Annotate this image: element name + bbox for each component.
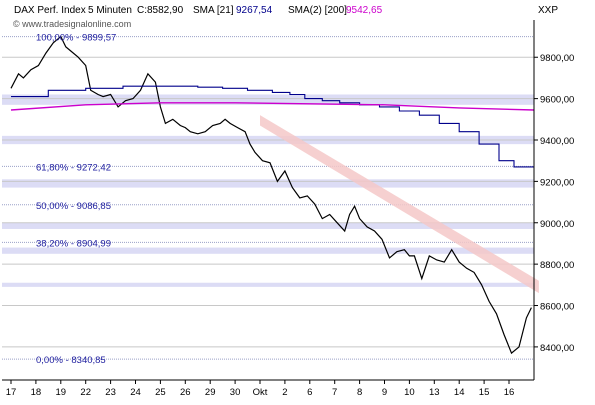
- x-tick-label-18: 14: [454, 387, 465, 398]
- support-band-5: [2, 282, 534, 287]
- close-label: C:8582,90: [137, 5, 184, 16]
- x-tick-label-7: 26: [180, 387, 191, 398]
- x-tick-label-16: 10: [404, 387, 415, 398]
- sma2-value: 9542,65: [346, 5, 383, 16]
- x-tick-label-6: 25: [155, 387, 166, 398]
- right-label: XXP: [538, 5, 558, 16]
- fibonacci-labels: 100,00% - 9899,57 61,80% - 9272,42 50,00% …: [36, 33, 116, 366]
- x-tick-label-13: 7: [332, 387, 337, 398]
- x-tick-label-1: 18: [31, 387, 42, 398]
- x-tick-label-20: 16: [504, 387, 515, 398]
- fib-label-1: 61,80% - 9272,42: [36, 162, 111, 173]
- x-tick-label-5: 24: [130, 387, 141, 398]
- sma2-label: SMA(2) [200]: [288, 5, 347, 16]
- y-tick-label-5: 9400,00: [540, 136, 574, 147]
- y-tick-label-1: 8600,00: [540, 302, 574, 313]
- fib-label-3: 38,20% - 8904,99: [36, 238, 111, 249]
- x-tick-label-12: 6: [307, 387, 312, 398]
- support-band-2: [2, 179, 534, 188]
- y-tick-label-0: 8400,00: [540, 343, 574, 354]
- sma1-value: 9267,54: [236, 5, 273, 16]
- axes: 8400,00 8600,00 8800,00 9000,00 9200,00 9400,…: [2, 20, 574, 398]
- trend-channel: [260, 115, 539, 294]
- x-tick-label-17: 13: [429, 387, 440, 398]
- interval-label: 5 Minuten: [88, 5, 132, 16]
- x-tick-label-2: 19: [56, 387, 67, 398]
- series-line-2: [10, 102, 534, 111]
- y-tick-label-7: 9800,00: [540, 53, 574, 64]
- support-band-0: [2, 94, 534, 105]
- support-band-4: [2, 247, 534, 254]
- grid: [2, 36, 534, 360]
- y-tick-label-4: 9200,00: [540, 177, 574, 188]
- x-tick-label-11: 2: [282, 387, 287, 398]
- x-tick-label-15: 9: [382, 387, 387, 398]
- x-tick-label-19: 15: [479, 387, 490, 398]
- fib-label-2: 50,00% - 9086,85: [36, 201, 111, 212]
- x-tick-label-3: 22: [80, 387, 91, 398]
- x-tick-label-4: 23: [105, 387, 116, 398]
- fib-label-0: 100,00% - 9899,57: [36, 33, 116, 44]
- y-tick-label-3: 9000,00: [540, 219, 574, 230]
- trend-channel-band: [260, 115, 539, 294]
- y-tick-label-6: 9600,00: [540, 95, 574, 106]
- sma1-label: SMA [21]: [193, 5, 234, 16]
- x-tick-label-9: 30: [230, 387, 241, 398]
- fib-label-4: 0,00% - 8340,85: [36, 355, 106, 366]
- watermark: © www.tradesignalonline.com: [13, 19, 131, 29]
- y-tick-label-2: 8800,00: [540, 260, 574, 271]
- x-tick-label-8: 29: [205, 387, 216, 398]
- x-tick-label-10: Okt: [253, 387, 268, 398]
- x-tick-label-14: 8: [357, 387, 362, 398]
- series-line-1: [11, 85, 534, 168]
- x-tick-label-0: 17: [6, 387, 17, 398]
- instrument-title: DAX Perf. Index: [14, 5, 86, 16]
- series-lines: [10, 35, 534, 355]
- series-line-0: [10, 35, 532, 355]
- support-band-3: [2, 222, 534, 229]
